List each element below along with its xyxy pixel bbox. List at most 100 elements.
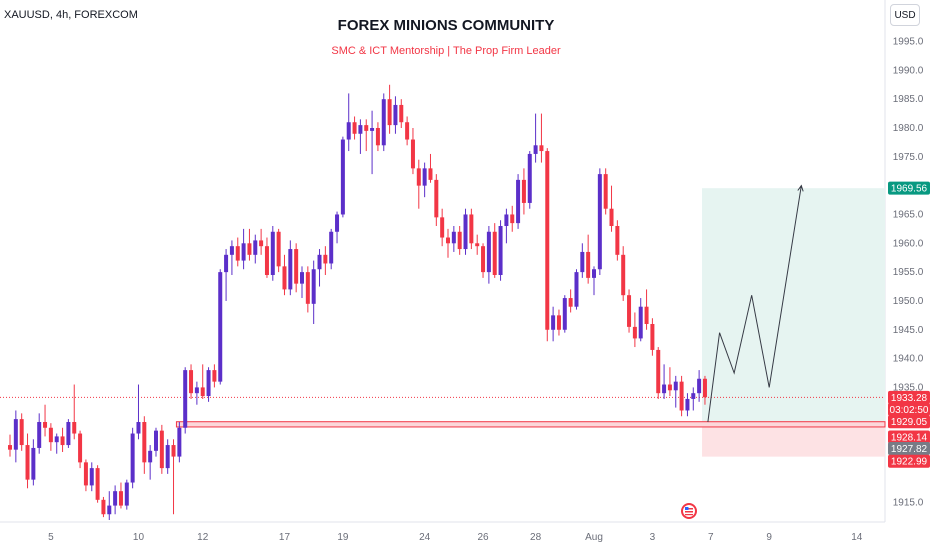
candle-body [101, 499, 106, 515]
candle [551, 306, 556, 342]
candle [416, 159, 421, 209]
candle-body [539, 145, 544, 152]
time-tick-label: 19 [337, 532, 349, 543]
candle-body [118, 491, 123, 506]
candle-body [697, 378, 702, 394]
candle [399, 99, 404, 128]
candle [463, 208, 468, 255]
candle-body [568, 298, 573, 307]
currency-button[interactable]: USD [890, 4, 920, 26]
candle-body [510, 214, 515, 224]
candle [574, 269, 579, 310]
candle [305, 266, 310, 313]
time-tick-label: 28 [530, 532, 542, 543]
candle [323, 246, 328, 275]
candle-body [171, 445, 176, 457]
candle-body [142, 422, 147, 463]
candle-body [25, 445, 30, 480]
candle-body [440, 217, 445, 238]
candle [218, 269, 223, 385]
candle [270, 226, 275, 281]
candle [352, 116, 357, 140]
candle [142, 416, 147, 474]
candle [19, 413, 24, 451]
price-tag-bg [888, 454, 930, 468]
candle [504, 208, 509, 244]
price-tag: 1929.05 [888, 415, 930, 429]
candle [276, 228, 281, 273]
candle [644, 289, 649, 330]
price-tag: 1928.14 [888, 430, 930, 444]
candle [492, 223, 497, 278]
candle [8, 434, 12, 457]
price-tick-label: 1915.0 [893, 498, 924, 509]
candle [194, 381, 199, 405]
candle-body [78, 433, 83, 463]
candle [580, 243, 585, 278]
candle-body [224, 254, 229, 273]
candle-body [516, 179, 521, 224]
projection-layer [707, 184, 804, 423]
candle [212, 364, 217, 388]
time-tick-label: 17 [279, 532, 291, 543]
candle-body [183, 370, 188, 428]
candle-body [527, 153, 532, 203]
candle-body [475, 243, 480, 247]
candle-body [562, 298, 567, 330]
price-tick-label: 1955.0 [893, 267, 924, 278]
price-tick-label: 1985.0 [893, 94, 924, 105]
candle [632, 312, 637, 348]
price-tag: 1933.28 [888, 390, 930, 404]
price-tag: 1969.56 [888, 181, 930, 195]
candle [539, 113, 544, 163]
stop-zone [702, 426, 885, 457]
candle [25, 433, 30, 489]
candle-body [679, 381, 684, 411]
price-axis[interactable]: 1915.0 1935.0 1940.0 1945.0 1950.0 1955.0 1960… [893, 37, 924, 509]
candle [457, 226, 462, 255]
time-axis[interactable]: 5 10 12 17 19 24 26 28 Aug 3 7 9 14 [48, 532, 863, 543]
candle [340, 136, 345, 218]
candle [434, 174, 439, 226]
candle-body [416, 168, 421, 186]
price-tick-label: 1960.0 [893, 238, 924, 249]
candle-body [60, 436, 65, 446]
candle-body [405, 122, 410, 140]
candle-body [387, 99, 392, 126]
price-tag-bg [888, 181, 930, 195]
candle-body [451, 231, 456, 244]
candle [288, 240, 293, 296]
candle-body [574, 272, 579, 307]
candle-body [621, 254, 626, 296]
price-tag-label: 1933.28 [891, 393, 928, 404]
candle [229, 240, 234, 275]
candle [545, 148, 550, 342]
time-tick-label: 10 [133, 532, 145, 543]
time-tick-label: 24 [419, 532, 431, 543]
candle-body [685, 398, 690, 411]
candle-body [358, 125, 363, 134]
candle-body [189, 370, 194, 394]
price-tick-label: 1995.0 [893, 37, 924, 48]
time-tick-label: 26 [477, 532, 489, 543]
candle-body [31, 447, 36, 480]
candle [685, 393, 690, 417]
candle-body [375, 128, 380, 146]
candle [95, 465, 100, 503]
price-tag-label: 1927.82 [891, 444, 928, 455]
candle [107, 491, 112, 520]
candle [475, 234, 480, 255]
price-tag-bg [888, 442, 930, 456]
candle [159, 424, 164, 474]
candle [521, 168, 526, 215]
candle-body [270, 231, 275, 275]
candle-body [136, 422, 141, 434]
candle [533, 113, 538, 163]
candle-body [650, 324, 655, 350]
candle-body [37, 422, 42, 448]
candle [72, 384, 77, 440]
candle [673, 375, 678, 408]
candle [83, 459, 88, 492]
candle [300, 266, 304, 299]
